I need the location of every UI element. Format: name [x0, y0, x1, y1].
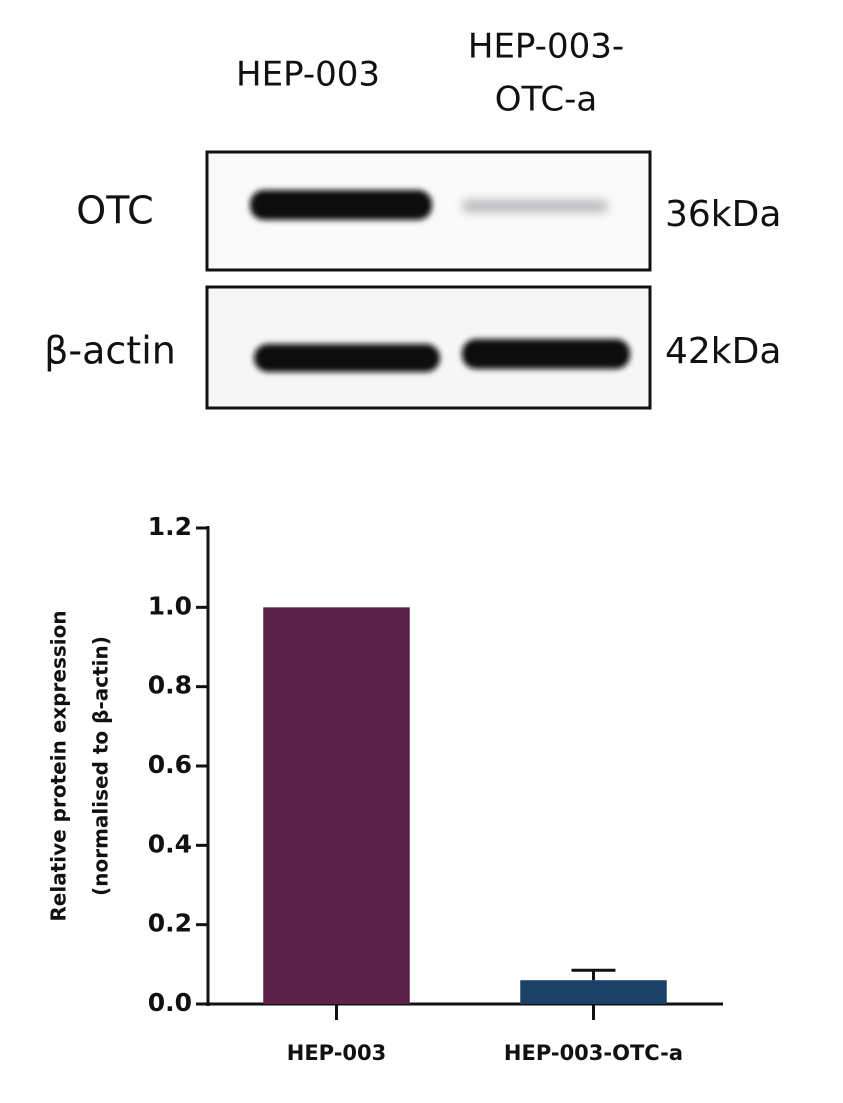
x-tick-label: HEP-003 [287, 1041, 387, 1065]
row-label: OTC [76, 189, 153, 233]
y-tick-label: 0.2 [148, 909, 192, 938]
band [254, 344, 440, 372]
y-axis-label: Relative protein expression [47, 610, 71, 921]
lane-label: OTC-a [495, 80, 597, 120]
bar [263, 607, 410, 1004]
size-label: 42kDa [665, 331, 781, 372]
y-tick-label: 1.0 [148, 591, 192, 620]
y-tick-label: 0.4 [148, 829, 192, 858]
y-tick-label: 0.8 [148, 671, 192, 700]
lane-label: HEP-003- [468, 27, 624, 67]
bar [520, 980, 667, 1004]
x-tick-label: HEP-003-OTC-a [504, 1041, 683, 1065]
size-label: 36kDa [665, 194, 781, 235]
y-axis-label: (normalised to β-actin) [89, 636, 113, 896]
y-tick-label: 0.0 [148, 988, 192, 1017]
row-label: β-actin [44, 329, 176, 373]
band [250, 190, 432, 220]
band [462, 200, 608, 212]
y-tick-label: 1.2 [148, 512, 192, 541]
band [462, 339, 630, 369]
y-tick-label: 0.6 [148, 750, 192, 779]
lane-label: HEP-003 [236, 55, 380, 95]
